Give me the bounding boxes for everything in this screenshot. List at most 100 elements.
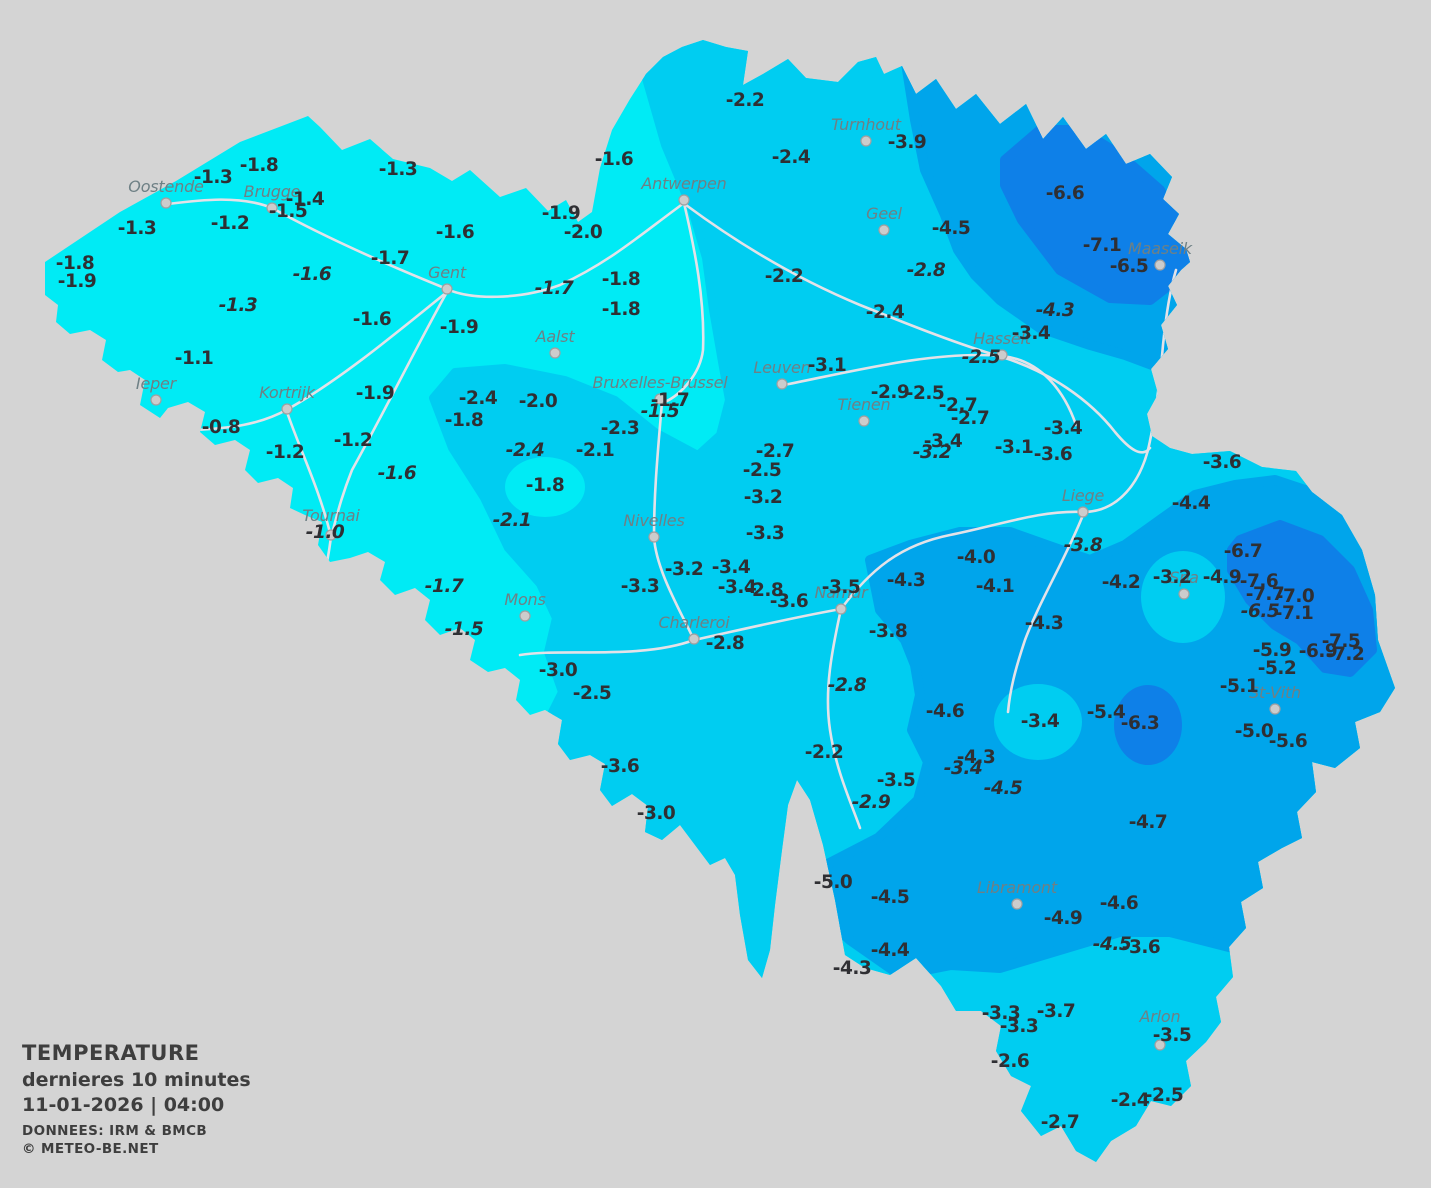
temp-reading: -3.5 — [822, 577, 860, 598]
river-scheldt-north — [445, 201, 686, 299]
temp-reading: -4.5 — [932, 218, 970, 239]
city-marker — [150, 394, 162, 406]
city-marker — [1011, 898, 1023, 910]
temp-reading: -3.4 — [718, 577, 757, 598]
temp-reading: -1.2 — [334, 430, 372, 451]
temp-reading: -1.1 — [175, 348, 213, 369]
city-label: Geel — [866, 204, 902, 223]
city-label: Mons — [504, 590, 545, 609]
temp-reading: -1.8 — [526, 475, 564, 496]
temp-reading: -2.8 — [828, 675, 867, 696]
temp-reading: -4.9 — [1203, 567, 1241, 588]
map-title: TEMPERATURE — [22, 1041, 200, 1065]
temp-reading: -3.1 — [995, 437, 1033, 458]
temp-reading: -1.2 — [211, 213, 249, 234]
temperature-zone-coldest-east — [1227, 520, 1377, 677]
temp-reading: -3.5 — [1153, 1025, 1191, 1046]
temp-reading: -2.8 — [745, 580, 783, 601]
temp-reading: -3.8 — [869, 621, 907, 642]
city-label: Oostende — [128, 177, 204, 196]
temp-reading: -1.3 — [194, 167, 232, 188]
temp-reading: -3.7 — [1037, 1001, 1075, 1022]
river-meuse-south — [826, 607, 862, 830]
temp-reading: -2.5 — [1145, 1085, 1183, 1106]
temp-reading: -4.9 — [1044, 908, 1082, 929]
temp-reading: -7.7 — [1246, 584, 1284, 605]
temp-reading: -3.4 — [944, 758, 982, 779]
city-marker — [678, 194, 690, 206]
city-marker — [441, 283, 453, 295]
temp-reading: -1.5 — [269, 201, 307, 222]
city-marker — [996, 349, 1008, 361]
city-marker — [1077, 506, 1089, 518]
temp-reading: -2.6 — [991, 1051, 1029, 1072]
temp-reading: -3.3 — [746, 523, 784, 544]
temp-reading: -6.5 — [1241, 601, 1279, 622]
temp-reading: -4.6 — [1100, 893, 1138, 914]
city-marker — [1154, 259, 1166, 271]
temp-reading: -4.6 — [926, 701, 964, 722]
city-label: Spa — [1169, 568, 1199, 587]
city-label: Bruxelles-Brussel — [592, 373, 728, 392]
temp-reading: -5.4 — [1087, 702, 1126, 723]
temp-reading: -6.3 — [1121, 713, 1159, 734]
temp-reading: -2.5 — [573, 683, 611, 704]
temp-reading: -1.4 — [286, 189, 325, 210]
road-kortrijk-tournai — [285, 410, 333, 539]
temp-reading: -2.3 — [601, 418, 639, 439]
temp-reading: -1.0 — [306, 522, 345, 543]
river-meuse-north — [839, 268, 1178, 611]
temp-reading: -3.4 — [1044, 418, 1083, 439]
temp-reading: -2.5 — [962, 347, 1000, 368]
temp-reading: -2.2 — [805, 742, 843, 763]
temp-reading: -1.6 — [595, 149, 633, 170]
temp-reading: -5.9 — [1253, 640, 1291, 661]
temp-reading: -3.3 — [621, 576, 659, 597]
temp-reading: -2.4 — [1111, 1090, 1150, 1111]
temp-reading: -6.5 — [1110, 256, 1148, 277]
temp-reading: -1.8 — [602, 299, 640, 320]
temp-reading: -1.3 — [219, 295, 257, 316]
temp-reading: -4.5 — [1093, 934, 1131, 955]
temp-reading: -4.2 — [1102, 572, 1140, 593]
temp-reading: -3.2 — [913, 442, 951, 463]
temp-reading: -1.5 — [445, 619, 483, 640]
temp-reading: -2.4 — [772, 147, 811, 168]
temp-reading: -1.7 — [425, 576, 464, 597]
city-marker — [648, 531, 660, 543]
city-label: Antwerpen — [640, 174, 726, 193]
canal-gent-oostende — [166, 198, 449, 291]
temp-reading: -3.0 — [637, 803, 675, 824]
temp-reading: -3.2 — [744, 487, 782, 508]
temp-reading: -2.7 — [756, 441, 794, 462]
temp-reading: -3.3 — [1000, 1016, 1038, 1037]
temp-reading: -0.8 — [202, 417, 240, 438]
city-label: St-Vith — [1249, 683, 1301, 702]
temp-reading: -2.4 — [506, 440, 544, 461]
temp-reading: -4.4 — [1172, 493, 1211, 514]
temperature-zone-coldest-pocket — [1114, 685, 1182, 765]
temp-reading: -7.1 — [1275, 603, 1313, 624]
map-datetime: 11-01-2026 | 04:00 — [22, 1093, 225, 1116]
temp-reading: -4.1 — [976, 576, 1014, 597]
temp-reading: -1.9 — [356, 383, 394, 404]
temp-reading: -3.2 — [1153, 567, 1191, 588]
temp-reading: -2.8 — [706, 633, 744, 654]
temp-reading: -6.9 — [1299, 641, 1337, 662]
temp-reading: -2.7 — [1041, 1112, 1079, 1133]
map-subtitle: dernieres 10 minutes — [22, 1068, 251, 1091]
temp-reading: -4.3 — [1025, 613, 1063, 634]
temp-reading: -1.7 — [535, 278, 574, 299]
city-label: Tienen — [838, 395, 891, 414]
temp-reading: -3.6 — [1203, 452, 1241, 473]
temp-reading: -4.4 — [871, 940, 910, 961]
temp-reading: -3.0 — [539, 660, 577, 681]
temp-reading: -3.4 — [1012, 323, 1051, 344]
temp-reading: -7.2 — [1326, 644, 1364, 665]
temp-reading: -3.4 — [924, 431, 963, 452]
temp-reading: -1.3 — [379, 159, 417, 180]
city-marker — [776, 378, 788, 390]
road-antwerpen-brussels — [663, 201, 705, 404]
temp-reading: -1.9 — [440, 317, 478, 338]
